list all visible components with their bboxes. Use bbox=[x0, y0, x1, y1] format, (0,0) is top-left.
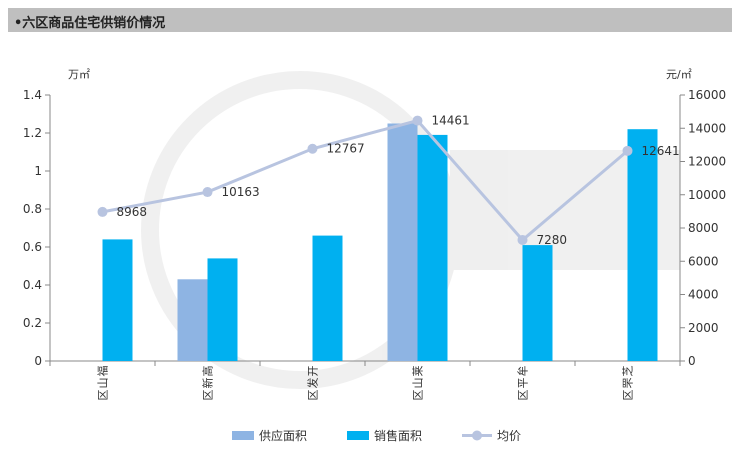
bar-sales bbox=[207, 258, 238, 361]
bar-supply bbox=[177, 279, 208, 361]
left-tick-label: 0.4 bbox=[23, 278, 42, 292]
left-tick-label: 0.2 bbox=[23, 316, 42, 330]
bars bbox=[102, 123, 658, 361]
legend-label-supply: 供应面积 bbox=[259, 428, 307, 443]
left-tick-label: 1 bbox=[34, 164, 42, 178]
bar-sales bbox=[627, 129, 658, 361]
legend-marker-price bbox=[472, 430, 482, 441]
left-tick-label: 0.8 bbox=[23, 202, 42, 216]
price-data-label: 10163 bbox=[222, 185, 260, 199]
x-category-label: 区 bbox=[517, 390, 530, 401]
right-axis-unit: 元/㎡ bbox=[666, 68, 692, 81]
bar-sales bbox=[522, 245, 553, 361]
axes: 0 0.2 0.4 0.6 0.8 1 1.2 1.4 0 2000 4000 6000 8000 100… bbox=[23, 88, 726, 401]
data-labels: 8968 10163 12767 14461 7280 12641 bbox=[117, 114, 680, 247]
bar-supply bbox=[387, 123, 418, 361]
right-tick-label: 0 bbox=[688, 354, 696, 368]
x-category-label: 区 bbox=[412, 390, 425, 401]
price-point bbox=[412, 115, 423, 126]
left-axis-unit: 万㎡ bbox=[68, 68, 90, 81]
right-tick-label: 4000 bbox=[688, 288, 719, 302]
x-category-label: 山 bbox=[97, 378, 110, 389]
right-tick-label: 10000 bbox=[688, 188, 726, 202]
legend-swatch-supply bbox=[232, 431, 254, 440]
x-category-label: 山 bbox=[412, 378, 425, 389]
right-tick-label: 12000 bbox=[688, 155, 726, 169]
left-tick-label: 1.4 bbox=[23, 88, 42, 102]
left-tick-label: 0 bbox=[34, 354, 42, 368]
price-data-label: 8968 bbox=[117, 205, 148, 219]
price-point bbox=[622, 145, 633, 156]
x-category-label: 新 bbox=[201, 378, 215, 389]
x-category-label: 区 bbox=[97, 390, 110, 401]
legend-label-sales: 销售面积 bbox=[374, 428, 422, 443]
price-point bbox=[307, 143, 318, 154]
right-tick-label: 6000 bbox=[688, 254, 719, 268]
x-category-label: 区 bbox=[307, 390, 320, 401]
right-tick-label: 14000 bbox=[688, 121, 726, 135]
x-category-label: 福 bbox=[96, 366, 110, 377]
x-category-label: 牟 bbox=[516, 366, 530, 377]
bar-sales bbox=[312, 235, 343, 361]
x-category-label: 平 bbox=[517, 378, 530, 389]
x-category-label: 芝 bbox=[622, 366, 635, 377]
x-category-label: 区 bbox=[622, 390, 635, 401]
right-tick-label: 16000 bbox=[688, 88, 726, 102]
bar-sales bbox=[417, 134, 448, 361]
right-tick-label: 2000 bbox=[688, 321, 719, 335]
price-line bbox=[97, 115, 633, 245]
price-point bbox=[517, 234, 528, 245]
price-data-label: 7280 bbox=[537, 233, 568, 247]
price-data-label: 12641 bbox=[642, 144, 680, 158]
chart-title: •六区商品住宅供销价情况 bbox=[14, 16, 166, 31]
x-category-label: 发 bbox=[306, 378, 320, 389]
x-category-label: 区 bbox=[202, 390, 215, 401]
legend-label-price: 均价 bbox=[497, 429, 521, 443]
right-tick-label: 8000 bbox=[688, 221, 719, 235]
x-category-label: 莱 bbox=[412, 366, 425, 377]
legend: 供应面积 销售面积 均价 bbox=[232, 428, 521, 443]
price-data-label: 12767 bbox=[327, 142, 365, 156]
price-point bbox=[202, 187, 213, 198]
legend-swatch-sales bbox=[347, 431, 369, 440]
x-category-label: 开 bbox=[307, 366, 320, 377]
left-tick-label: 1.2 bbox=[23, 126, 42, 140]
price-point bbox=[97, 206, 108, 217]
x-category-label: 高 bbox=[201, 366, 215, 377]
x-category-label: 罘 bbox=[622, 378, 635, 389]
price-data-label: 14461 bbox=[432, 114, 470, 128]
price-line-path bbox=[102, 118, 629, 243]
left-tick-label: 0.6 bbox=[23, 240, 42, 254]
bar-sales bbox=[102, 239, 133, 361]
title-bar: •六区商品住宅供销价情况 bbox=[8, 8, 732, 32]
